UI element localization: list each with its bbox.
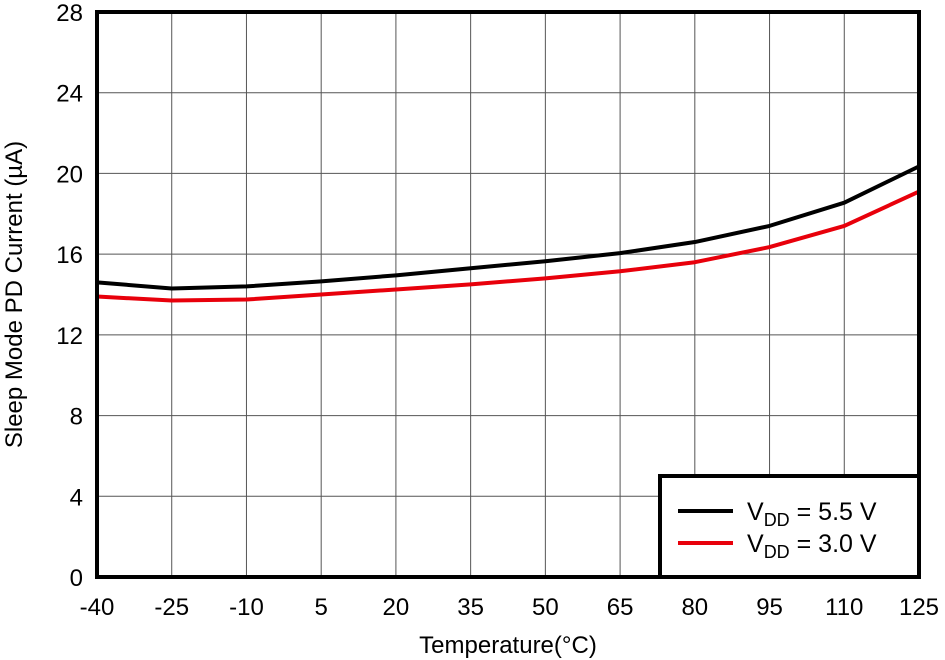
x-axis-title: Temperature(°C) <box>419 632 597 659</box>
y-tick-labels: 0 4 8 12 16 20 24 28 <box>56 0 83 592</box>
legend-label-rest: = 3.0 V <box>790 530 877 558</box>
x-tick-label: 35 <box>457 594 484 621</box>
y-tick-label: 24 <box>56 81 83 108</box>
y-tick-label: 0 <box>70 565 83 592</box>
x-tick-label: 20 <box>383 594 410 621</box>
y-tick-label: 28 <box>56 0 83 27</box>
y-tick-label: 12 <box>56 323 83 350</box>
series-lines <box>96 164 920 303</box>
x-tick-label: 5 <box>315 594 328 621</box>
legend-label-rest: = 5.5 V <box>790 498 877 526</box>
legend-label-main: V <box>747 498 764 526</box>
legend-label-sub: DD <box>764 542 790 562</box>
legend-label-main: V <box>747 530 764 558</box>
legend-label: VDD = 3.0 V <box>747 530 877 562</box>
legend-label-sub: DD <box>764 510 790 530</box>
y-tick-label: 20 <box>56 161 83 188</box>
x-tick-label: -25 <box>154 594 189 621</box>
series-line-1 <box>96 164 920 291</box>
plot-frame <box>95 10 921 579</box>
legend-label: VDD = 5.5 V <box>747 498 877 530</box>
x-tick-label: 125 <box>899 594 939 621</box>
x-tick-label: -10 <box>229 594 264 621</box>
y-tick-label: 8 <box>70 404 83 431</box>
x-tick-label: 95 <box>756 594 783 621</box>
series-line-2 <box>96 189 920 303</box>
legend-box <box>658 474 921 579</box>
y-tick-label: 16 <box>56 242 83 269</box>
y-tick-label: 4 <box>70 484 83 511</box>
x-tick-label: 50 <box>532 594 559 621</box>
x-tick-label: 110 <box>825 594 863 621</box>
x-tick-label: -40 <box>80 594 115 621</box>
x-tick-labels: -40 -25 -10 5 20 35 50 65 80 95 110 125 <box>80 594 939 621</box>
x-tick-label: 80 <box>681 594 708 621</box>
x-tick-label: 65 <box>607 594 634 621</box>
y-axis-title: Sleep Mode PD Current (µA) <box>1 141 28 448</box>
